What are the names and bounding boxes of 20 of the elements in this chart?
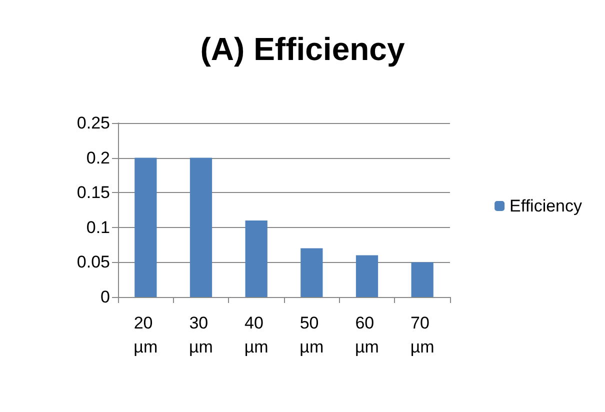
- y-tick-label: 0: [100, 288, 110, 306]
- bar: [356, 255, 378, 297]
- y-tick-label: 0.1: [86, 218, 110, 237]
- y-tick-label: 0.05: [76, 252, 110, 272]
- chart-title: (A) Efficiency: [200, 31, 405, 67]
- y-tick-label: 0.25: [76, 114, 110, 132]
- x-tick-label: 70 µm: [410, 314, 434, 356]
- bar: [411, 262, 434, 297]
- x-tick-label: 60 µm: [355, 314, 379, 356]
- bar: [190, 158, 212, 297]
- x-tick-label: 30 µm: [189, 314, 213, 356]
- x-tick-label: 20 µm: [134, 314, 158, 356]
- x-tick-label: 50 µm: [300, 314, 324, 356]
- x-tick-label: 40 µm: [244, 314, 268, 356]
- bar: [245, 220, 268, 297]
- bar: [300, 248, 323, 297]
- y-tick-label: 0.15: [76, 183, 110, 202]
- y-tick-label: 0.2: [86, 148, 110, 168]
- legend-label: Efficiency: [510, 196, 582, 216]
- bar: [134, 158, 157, 297]
